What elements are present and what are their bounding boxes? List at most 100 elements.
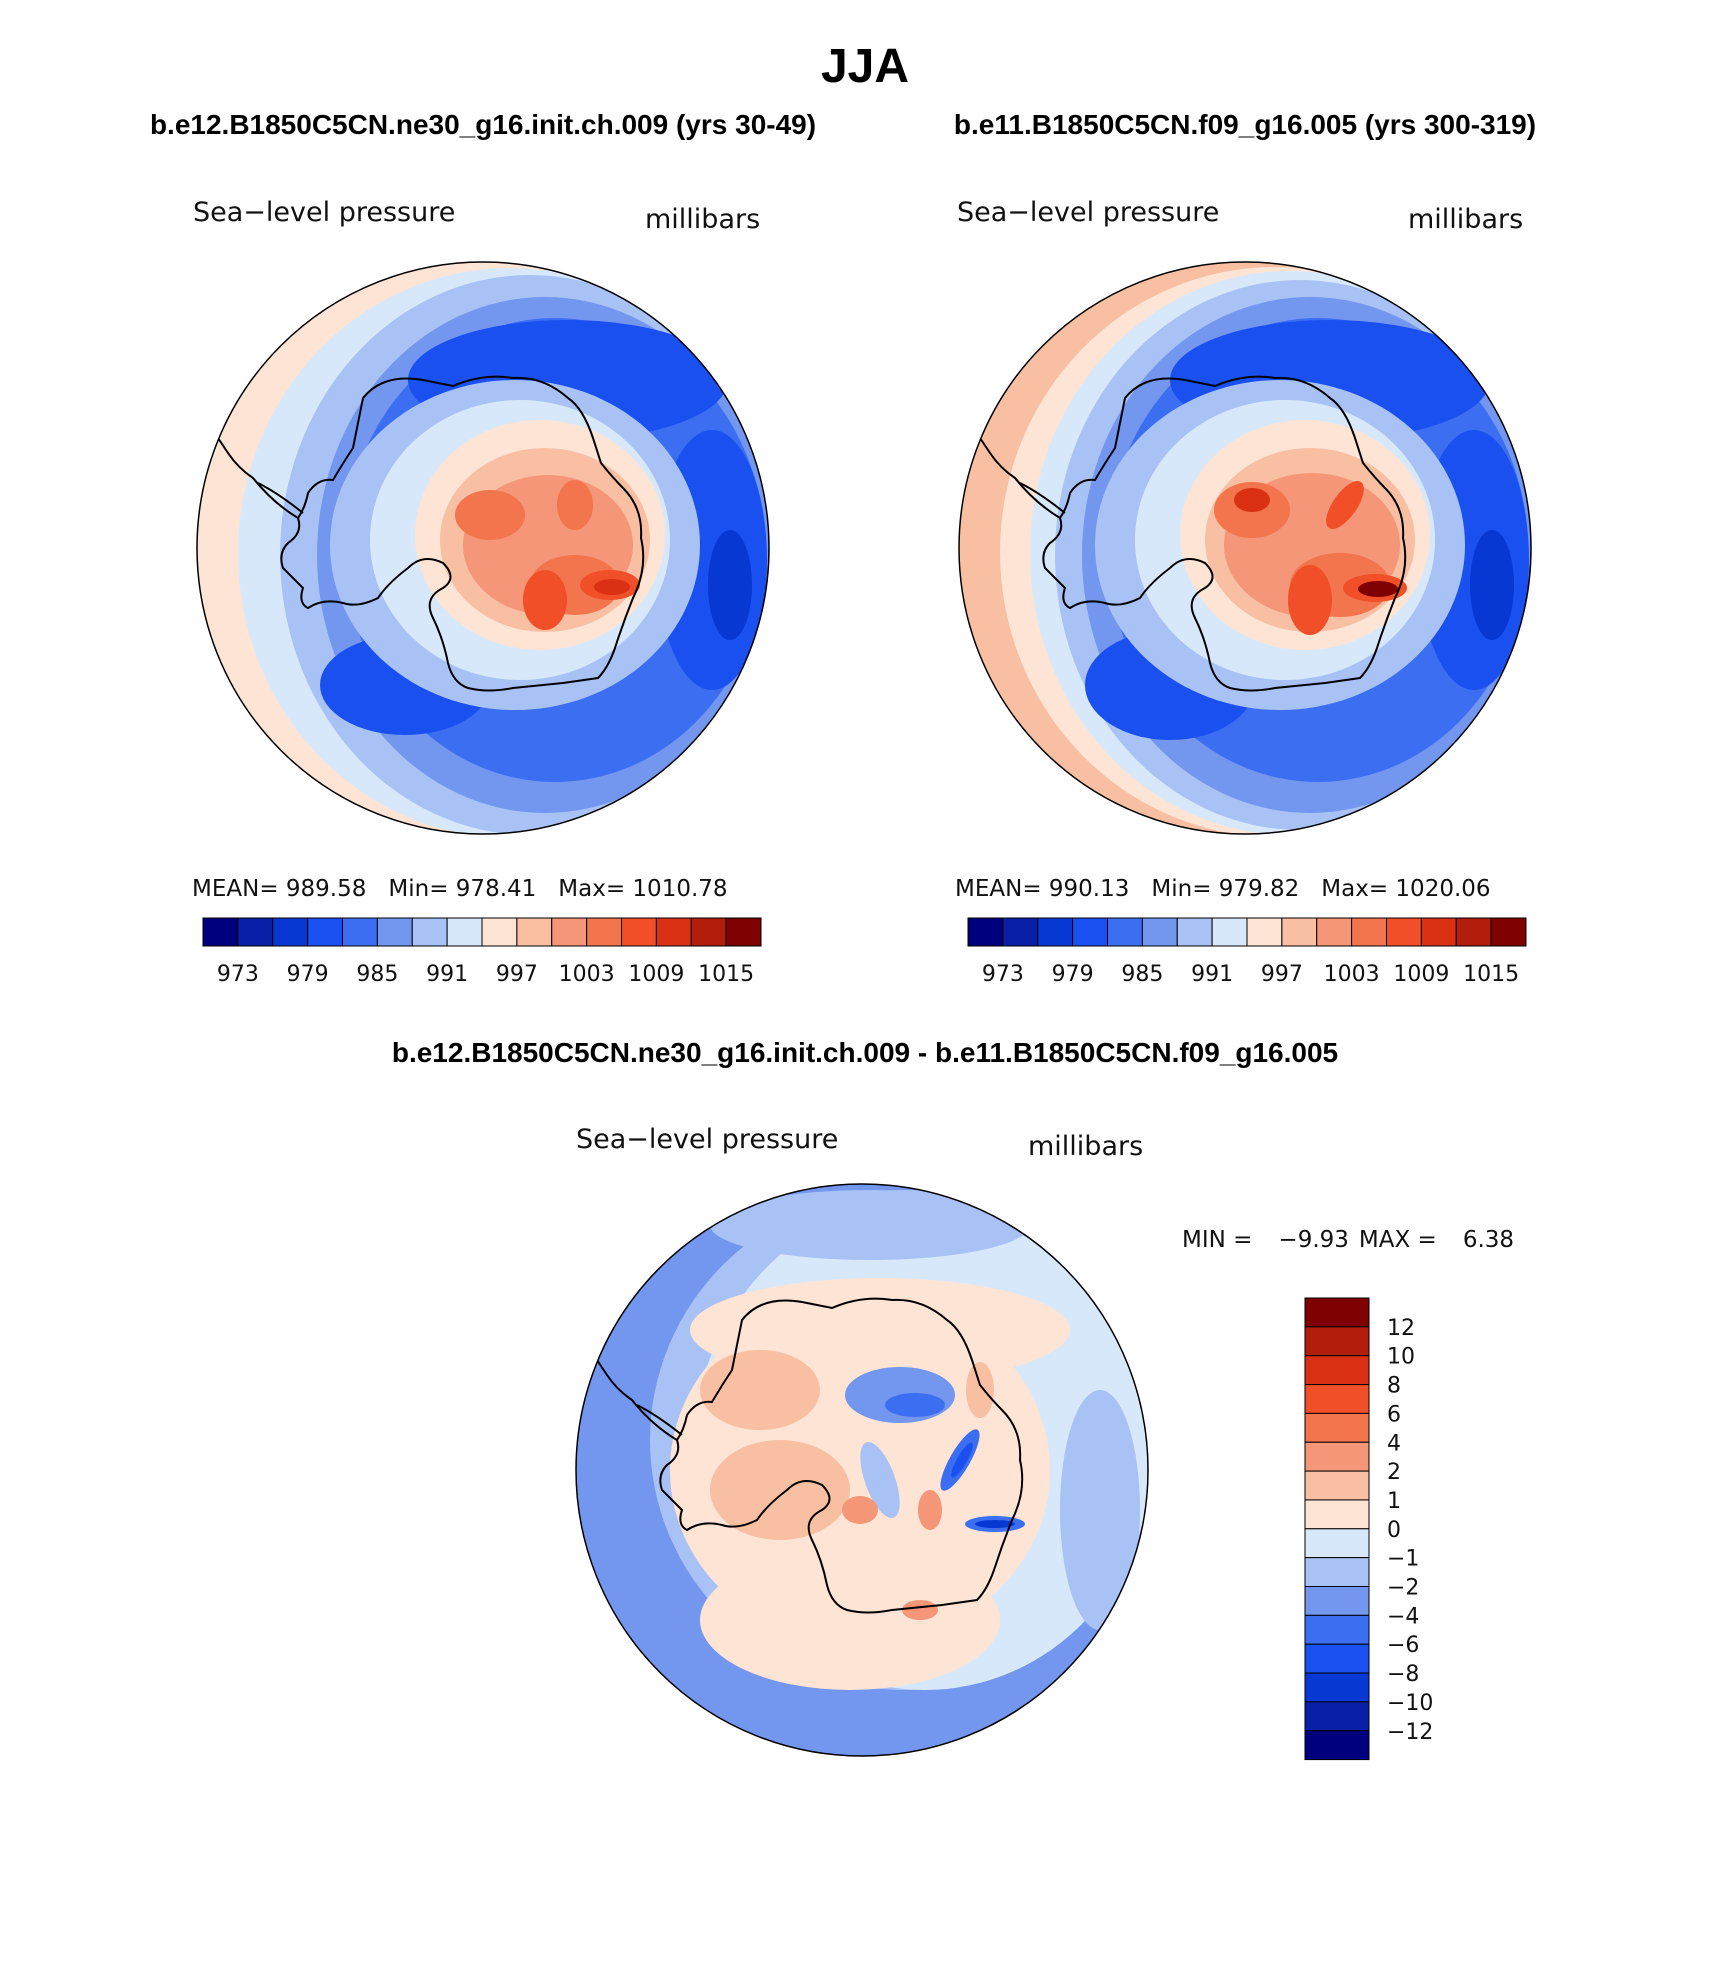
difference-colorbar-tick-label: 6 (1387, 1402, 1401, 1427)
cbar1-tick-label: 1015 (698, 962, 754, 987)
difference-colorbar-cell (1304, 1643, 1370, 1674)
panel-2-map (959, 262, 1531, 834)
cbar1-cell (690, 917, 727, 947)
difference-colorbar-tick-label: 8 (1387, 1374, 1401, 1399)
cbar2-cell (1141, 917, 1178, 947)
cbar1-cell (237, 917, 274, 947)
difference-heading: b.e12.B1850C5CN.ne30_g16.init.ch.009 - b… (392, 1037, 1338, 1068)
difference-variable: Sea−level pressure (576, 1124, 838, 1155)
cbar2-cell (1420, 917, 1457, 947)
difference-colorbar-tick-label: 4 (1387, 1431, 1401, 1456)
panel-2-variable: Sea−level pressure (957, 197, 1219, 228)
cbar1-cell (586, 917, 622, 947)
cbar1-cell (655, 917, 692, 947)
panel-2-max-label: Max= (1321, 876, 1388, 902)
cbar1-cell (621, 917, 657, 947)
cbar1-tick-label: 973 (217, 962, 259, 987)
panel-1-map-border (196, 261, 770, 835)
cbar2-cell (1211, 917, 1248, 947)
panel-1-min: 978.41 (456, 876, 536, 902)
cbar2-cell (1316, 917, 1353, 947)
cbar1-cell (272, 917, 309, 947)
cbar2-tick-label: 1009 (1393, 962, 1449, 987)
difference-colorbar-cell (1304, 1326, 1370, 1357)
difference-min-label: MIN = (1182, 1227, 1252, 1253)
difference-colorbar-tick-label: 12 (1387, 1316, 1415, 1341)
difference-units: millibars (1028, 1131, 1143, 1162)
cbar2-tick-label: 997 (1261, 962, 1303, 987)
panel-1-variable: Sea−level pressure (193, 197, 455, 228)
figure-title: JJA (821, 40, 909, 93)
difference-min: −9.93 (1278, 1227, 1348, 1253)
difference-colorbar-cell (1304, 1528, 1370, 1559)
difference-colorbar-cell (1304, 1557, 1370, 1588)
panel-1-heading: b.e12.B1850C5CN.ne30_g16.init.ch.009 (yr… (150, 109, 816, 140)
cbar1-cell (516, 917, 553, 947)
cbar2-cell (1176, 917, 1213, 947)
cbar1-tick-label: 997 (496, 962, 538, 987)
difference-colorbar-cell (1304, 1470, 1370, 1501)
cbar1-tick-label: 991 (426, 962, 468, 987)
cbar2-cell (1037, 917, 1074, 947)
panel-2-stats: MEAN= 990.13 Min= 979.82 Max= 1020.06 (955, 876, 1491, 902)
panel-2-units: millibars (1408, 204, 1523, 235)
difference-colorbar-tick-label: 0 (1387, 1518, 1401, 1543)
difference-colorbar-cell (1304, 1412, 1370, 1443)
cbar2-cell (967, 917, 1004, 947)
cbar2-tick-label: 985 (1121, 962, 1163, 987)
panel-1-colorbar: 973 979 985 991 997 1003 1009 1015 (202, 917, 762, 987)
cbar1-tick-label: 1003 (559, 962, 615, 987)
cbar2-cell (1351, 917, 1387, 947)
panel-1-min-label: Min= (388, 876, 448, 902)
difference-colorbar-tick-label: −2 (1387, 1576, 1419, 1601)
panel-2-min: 979.82 (1219, 876, 1299, 902)
cbar2-cell (1246, 917, 1283, 947)
cbar1-cell (551, 917, 588, 947)
cbar2-cell (1072, 917, 1108, 947)
cbar1-cell (376, 917, 413, 947)
panel-1-max-label: Max= (558, 876, 625, 902)
difference-colorbar-tick-label: −8 (1387, 1662, 1419, 1687)
cbar2-cell (1002, 917, 1039, 947)
difference-colorbar-cell (1304, 1586, 1370, 1616)
panel-1-mean: 989.58 (286, 876, 366, 902)
difference-max-label: MAX = (1359, 1227, 1437, 1253)
difference-colorbar-cell (1304, 1701, 1370, 1732)
difference-colorbar-cell (1304, 1297, 1370, 1328)
panel-1-mean-label: MEAN= (192, 876, 279, 902)
cbar1-tick-label: 979 (287, 962, 329, 987)
panel-1-map (197, 262, 769, 834)
cbar2-tick-label: 1003 (1324, 962, 1380, 987)
panel-2-heading: b.e11.B1850C5CN.f09_g16.005 (yrs 300-319… (954, 109, 1536, 140)
cbar1-cell (202, 917, 239, 947)
difference-stats: MIN = −9.93 MAX = 6.38 (1182, 1227, 1514, 1253)
panel-2-mean-label: MEAN= (955, 876, 1042, 902)
difference-colorbar-cell (1304, 1614, 1370, 1645)
cbar1-tick-label: 1009 (628, 962, 684, 987)
difference-colorbar-cell (1304, 1730, 1370, 1761)
panel-2-max: 1020.06 (1395, 876, 1490, 902)
panel-1-max: 1010.78 (632, 876, 727, 902)
cbar2-cell (1386, 917, 1422, 947)
difference-colorbar-tick-label: −12 (1387, 1720, 1433, 1745)
difference-colorbar-cell (1304, 1672, 1370, 1703)
cbar1-cell (411, 917, 448, 947)
panel-2-map-border (958, 261, 1532, 835)
difference-map (576, 1184, 1148, 1756)
difference-colorbar-tick-label: −1 (1387, 1547, 1419, 1572)
cbar1-tick-label: 985 (356, 962, 398, 987)
difference-colorbar-cell (1304, 1441, 1370, 1472)
panel-2-colorbar: 973 979 985 991 997 1003 1009 1015 (967, 917, 1527, 987)
difference-map-border (575, 1183, 1149, 1757)
difference-max: 6.38 (1463, 1227, 1514, 1253)
cbar1-cell (307, 917, 343, 947)
cbar1-cell (342, 917, 378, 947)
cbar2-cell (1490, 917, 1527, 947)
cbar2-cell (1107, 917, 1143, 947)
panel-2-min-label: Min= (1151, 876, 1211, 902)
difference-colorbar-tick-label: −6 (1387, 1633, 1419, 1658)
cbar2-cell (1455, 917, 1492, 947)
cbar2-tick-label: 979 (1052, 962, 1094, 987)
